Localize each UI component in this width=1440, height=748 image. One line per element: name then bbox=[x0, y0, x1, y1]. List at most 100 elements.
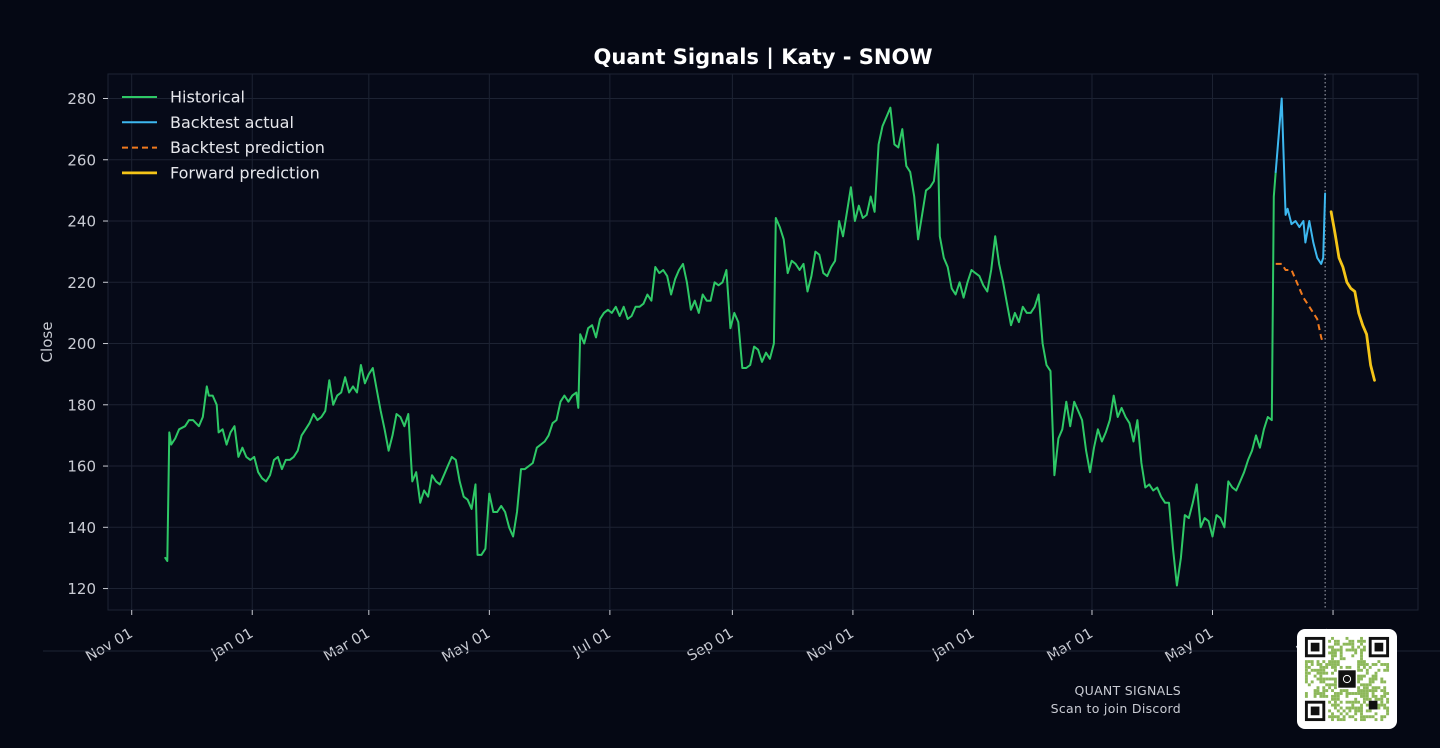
qr-module bbox=[1336, 697, 1340, 701]
qr-module bbox=[1368, 680, 1372, 684]
qr-module bbox=[1322, 668, 1326, 672]
qr-module bbox=[1333, 683, 1337, 687]
qr-module bbox=[1386, 668, 1390, 672]
qr-module bbox=[1304, 668, 1308, 672]
qr-module bbox=[1365, 703, 1369, 707]
qr-module bbox=[1380, 700, 1384, 704]
qr-module bbox=[1331, 677, 1334, 681]
qr-module bbox=[1360, 648, 1363, 652]
discord-cta: Scan to join Discord bbox=[1050, 701, 1181, 716]
qr-module bbox=[1342, 657, 1346, 661]
grid-lines bbox=[108, 74, 1418, 610]
qr-module bbox=[1331, 694, 1334, 698]
qr-module bbox=[1348, 700, 1352, 704]
qr-module bbox=[1383, 703, 1387, 707]
qr-code-card[interactable] bbox=[1297, 629, 1397, 729]
footer-brand: QUANT SIGNALS Scan to join Discord bbox=[1051, 682, 1181, 718]
qr-module bbox=[1328, 715, 1332, 719]
qr-module bbox=[1360, 692, 1363, 695]
qr-module bbox=[1333, 697, 1337, 701]
qr-module bbox=[1336, 694, 1340, 698]
qr-module bbox=[1368, 665, 1372, 669]
qr-module bbox=[1328, 645, 1332, 649]
qr-module bbox=[1328, 660, 1332, 664]
qr-module bbox=[1339, 651, 1343, 655]
qr-module bbox=[1362, 689, 1366, 693]
qr-module bbox=[1322, 665, 1326, 669]
qr-module bbox=[1345, 642, 1349, 646]
qr-module bbox=[1377, 706, 1381, 710]
qr-module bbox=[1339, 700, 1343, 704]
qr-module bbox=[1362, 715, 1366, 719]
qr-module bbox=[1325, 694, 1329, 698]
qr-module bbox=[1304, 671, 1308, 675]
qr-module bbox=[1357, 680, 1361, 684]
qr-module bbox=[1362, 665, 1366, 669]
qr-module bbox=[1325, 663, 1329, 666]
qr-module bbox=[1310, 663, 1314, 666]
qr-module bbox=[1377, 660, 1381, 664]
qr-module bbox=[1360, 712, 1363, 716]
qr-module bbox=[1365, 689, 1369, 693]
qr-finder-inner bbox=[1374, 642, 1384, 652]
qr-module bbox=[1386, 700, 1390, 704]
series-line-backtest-prediction bbox=[1275, 262, 1325, 344]
qr-module bbox=[1316, 689, 1320, 693]
qr-module bbox=[1325, 677, 1329, 681]
qr-module bbox=[1316, 663, 1320, 666]
qr-module bbox=[1386, 663, 1390, 666]
qr-module bbox=[1319, 671, 1323, 675]
qr-module bbox=[1331, 671, 1334, 675]
series-layer bbox=[164, 97, 1376, 587]
qr-module bbox=[1333, 660, 1337, 664]
qr-module bbox=[1348, 706, 1352, 710]
x-tick-label: May 01 bbox=[1163, 626, 1217, 666]
qr-module bbox=[1357, 674, 1361, 678]
qr-module bbox=[1386, 697, 1390, 701]
x-axis-ticks: Nov 01 Jan 01 Mar 01 May 01 Jul 01 Sep 01 Nov … bbox=[83, 610, 1337, 666]
qr-module bbox=[1319, 680, 1323, 684]
qr-module bbox=[1354, 648, 1358, 652]
qr-module bbox=[1345, 692, 1349, 695]
qr-finder-inner bbox=[1310, 642, 1320, 652]
qr-module bbox=[1380, 694, 1384, 698]
qr-module bbox=[1331, 645, 1334, 649]
qr-module bbox=[1365, 697, 1369, 701]
qr-module bbox=[1360, 715, 1363, 719]
qr-module bbox=[1342, 689, 1346, 693]
qr-module bbox=[1362, 686, 1366, 690]
qr-module bbox=[1368, 715, 1372, 719]
qr-module bbox=[1365, 694, 1369, 698]
qr-module bbox=[1360, 639, 1363, 643]
qr-module bbox=[1307, 671, 1311, 675]
qr-module bbox=[1371, 689, 1375, 693]
qr-module bbox=[1333, 694, 1337, 698]
legend-label: Forward prediction bbox=[170, 163, 320, 182]
x-tick-label: Jan 01 bbox=[929, 626, 977, 663]
qr-module bbox=[1331, 683, 1334, 687]
qr-module bbox=[1331, 651, 1334, 655]
qr-module bbox=[1333, 700, 1337, 704]
qr-module bbox=[1322, 660, 1326, 664]
x-tick-label: Sep 01 bbox=[685, 626, 737, 665]
qr-module bbox=[1333, 686, 1337, 690]
qr-module bbox=[1322, 694, 1326, 698]
qr-module bbox=[1333, 692, 1337, 695]
qr-module bbox=[1380, 715, 1384, 719]
x-tick-label: May 01 bbox=[439, 626, 493, 666]
qr-module bbox=[1360, 706, 1363, 710]
series-line-backtest-actual bbox=[1274, 97, 1327, 265]
x-tick-label: Mar 01 bbox=[1044, 626, 1096, 665]
qr-module bbox=[1354, 651, 1358, 655]
series-line-forward-prediction bbox=[1329, 210, 1376, 382]
qr-module bbox=[1368, 697, 1372, 701]
qr-module bbox=[1357, 692, 1361, 695]
qr-module bbox=[1374, 718, 1378, 722]
qr-module bbox=[1362, 697, 1366, 701]
qr-module bbox=[1336, 648, 1340, 652]
qr-module bbox=[1328, 700, 1332, 704]
qr-module bbox=[1380, 663, 1384, 666]
qr-module bbox=[1345, 712, 1349, 716]
qr-module bbox=[1374, 671, 1378, 675]
qr-module bbox=[1316, 677, 1320, 681]
